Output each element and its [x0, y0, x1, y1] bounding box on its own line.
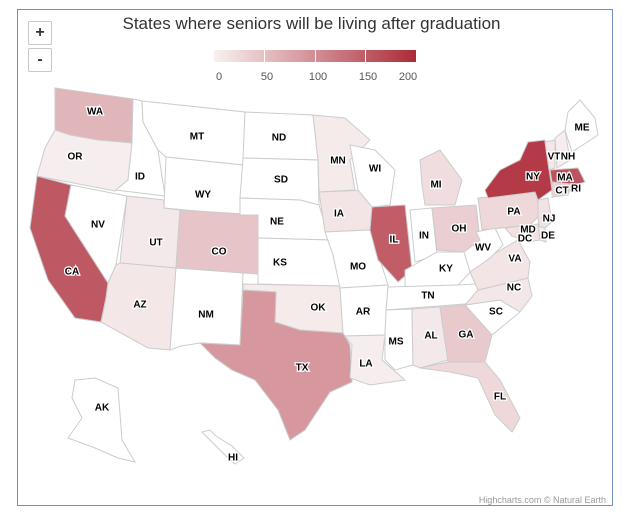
state-label-ME: ME [575, 123, 590, 134]
state-MI[interactable] [419, 149, 463, 206]
state-label-AZ: AZ [133, 300, 146, 311]
state-MD[interactable] [504, 223, 541, 243]
state-label-OK: OK [311, 303, 327, 314]
state-label-NJ: NJ [543, 214, 556, 225]
state-DC[interactable] [521, 235, 528, 242]
state-label-NH: NH [561, 152, 575, 163]
state-label-WY: WY [195, 190, 211, 201]
state-label-WV: WV [475, 243, 491, 254]
state-VT[interactable] [544, 139, 556, 171]
state-label-IA: IA [334, 209, 344, 220]
state-AL[interactable] [411, 306, 449, 369]
state-label-IL: IL [390, 235, 399, 246]
state-TX[interactable] [198, 289, 353, 441]
state-label-NC: NC [507, 283, 521, 294]
color-legend: 0 50 100 150 200 [214, 50, 420, 84]
state-label-KS: KS [273, 258, 287, 269]
state-label-OH: OH [452, 224, 467, 235]
legend-tick [365, 50, 366, 62]
state-label-DE: DE [541, 231, 555, 242]
state-AK[interactable] [67, 377, 137, 463]
state-label-PA: PA [507, 207, 520, 218]
map-title: States where seniors will be living afte… [122, 14, 501, 33]
legend-tick [315, 50, 316, 62]
state-HI[interactable] [201, 429, 245, 465]
state-label-OR: OR [68, 152, 84, 163]
state-KS[interactable] [257, 237, 341, 287]
state-label-NE: NE [270, 217, 284, 228]
legend-label-100: 100 [308, 71, 328, 83]
legend-label-50: 50 [260, 71, 274, 83]
state-NY[interactable] [484, 139, 553, 201]
legend-tick [264, 50, 265, 62]
state-WV[interactable] [463, 227, 504, 273]
state-label-NV: NV [91, 220, 105, 231]
state-label-FL: FL [494, 392, 506, 403]
state-label-MD: MD [520, 225, 536, 236]
state-label-NM: NM [198, 310, 214, 321]
state-NJ[interactable] [537, 197, 553, 233]
state-label-IN: IN [419, 231, 429, 242]
state-FL[interactable] [419, 361, 521, 433]
state-label-AL: AL [424, 331, 437, 342]
state-label-AR: AR [356, 307, 371, 318]
state-label-CA: CA [65, 267, 79, 278]
state-label-HI: HI [228, 453, 238, 464]
legend-label-150: 150 [358, 71, 378, 83]
state-label-WI: WI [369, 164, 381, 175]
state-label-MN: MN [330, 156, 346, 167]
state-label-UT: UT [149, 238, 162, 249]
state-WY[interactable] [163, 156, 244, 216]
state-label-KY: KY [439, 264, 453, 275]
legend-label-0: 0 [215, 71, 223, 83]
state-IL[interactable] [369, 204, 413, 283]
state-NH[interactable] [554, 129, 571, 169]
credits-link[interactable]: Highcharts.com © Natural Earth [478, 495, 606, 505]
state-label-CT: CT [555, 186, 568, 197]
state-label-MS: MS [389, 337, 404, 348]
state-label-NY: NY [526, 172, 540, 183]
state-label-ID: ID [135, 172, 145, 183]
state-label-DC: DC [518, 234, 532, 245]
state-RI[interactable] [569, 183, 579, 193]
state-label-LA: LA [359, 359, 372, 370]
state-MN[interactable] [312, 114, 371, 193]
state-label-VA: VA [508, 254, 521, 265]
zoom-out-button[interactable]: - [28, 48, 52, 72]
state-CO[interactable] [175, 209, 261, 275]
state-label-AK: AK [95, 403, 110, 414]
state-label-GA: GA [459, 330, 474, 341]
legend-label-200: 200 [398, 71, 418, 83]
state-label-TN: TN [421, 291, 434, 302]
zoom-in-button[interactable]: + [28, 21, 52, 45]
state-label-CO: CO [212, 247, 227, 258]
state-CT[interactable] [551, 181, 571, 198]
state-label-MA: MA [557, 173, 573, 184]
state-label-VT: VT [548, 152, 561, 163]
state-label-MT: MT [190, 132, 204, 143]
state-label-SC: SC [489, 307, 503, 318]
state-label-MI: MI [430, 180, 441, 191]
state-label-MO: MO [350, 262, 366, 273]
state-label-TX: TX [296, 363, 309, 374]
state-WI[interactable] [349, 144, 396, 208]
state-label-RI: RI [571, 184, 581, 195]
state-label-ND: ND [272, 133, 286, 144]
state-label-SD: SD [274, 175, 288, 186]
state-GA[interactable] [439, 304, 493, 363]
state-label-WA: WA [87, 107, 103, 118]
